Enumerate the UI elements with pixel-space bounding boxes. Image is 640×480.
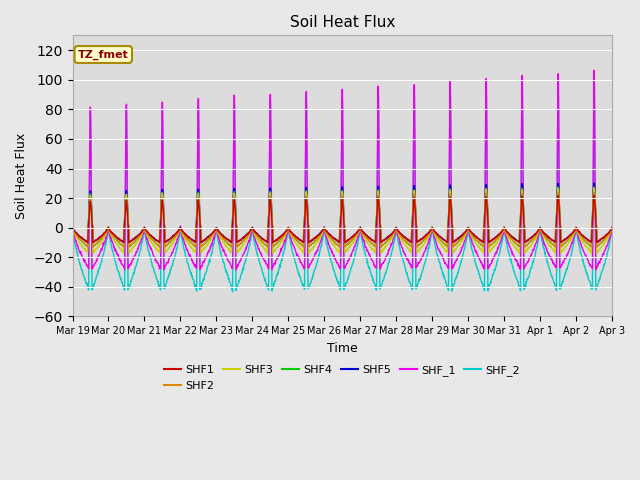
- SHF2: [189, 241, 196, 247]
- SHF5: [175, 227, 183, 232]
- SHF_1: [250, 229, 257, 235]
- SHF_2: [608, 226, 616, 232]
- SHF1: [84, 240, 92, 246]
- SHF5: [497, 230, 504, 236]
- SHF1: [176, 226, 184, 232]
- SHF1: [497, 229, 504, 235]
- SHF_2: [250, 232, 257, 238]
- SHF_1: [426, 234, 434, 240]
- SHF4: [554, 184, 562, 190]
- SHF_2: [175, 232, 183, 238]
- SHF4: [68, 225, 76, 230]
- SHF3: [189, 247, 196, 252]
- Line: SHF_2: SHF_2: [72, 82, 612, 292]
- SHF4: [189, 241, 196, 247]
- SHF2: [497, 231, 504, 237]
- SHF2: [545, 237, 552, 242]
- SHF_1: [497, 239, 504, 245]
- SHF3: [426, 231, 434, 237]
- SHF_1: [189, 259, 196, 264]
- SHF3: [608, 225, 616, 230]
- SHF2: [426, 229, 434, 235]
- SHF5: [377, 240, 385, 246]
- SHF2: [89, 245, 97, 251]
- SHF4: [175, 228, 183, 233]
- SHF5: [249, 226, 257, 231]
- SHF2: [250, 227, 257, 233]
- SHF4: [497, 231, 504, 237]
- SHF_1: [68, 225, 76, 230]
- SHF4: [228, 244, 236, 250]
- Legend: SHF1, SHF2, SHF3, SHF4, SHF5, SHF_1, SHF_2: SHF1, SHF2, SHF3, SHF4, SHF5, SHF_1, SHF…: [160, 361, 525, 395]
- SHF5: [189, 237, 196, 242]
- SHF1: [545, 233, 552, 239]
- SHF5: [545, 234, 552, 240]
- X-axis label: Time: Time: [327, 342, 358, 355]
- Line: SHF2: SHF2: [72, 192, 612, 248]
- SHF_1: [175, 228, 183, 234]
- SHF1: [426, 228, 434, 234]
- SHF1: [591, 192, 598, 198]
- Line: SHF3: SHF3: [72, 188, 612, 253]
- SHF4: [250, 227, 257, 233]
- SHF_1: [232, 267, 240, 273]
- SHF_2: [68, 226, 76, 231]
- SHF4: [545, 237, 552, 242]
- SHF5: [591, 180, 598, 186]
- SHF4: [608, 225, 616, 231]
- SHF_1: [545, 250, 552, 256]
- SHF_1: [590, 67, 598, 73]
- SHF1: [189, 238, 196, 243]
- Title: Soil Heat Flux: Soil Heat Flux: [289, 15, 395, 30]
- SHF5: [608, 225, 616, 231]
- Line: SHF1: SHF1: [72, 195, 612, 243]
- SHF1: [68, 224, 76, 230]
- Text: TZ_fmet: TZ_fmet: [78, 49, 129, 60]
- SHF5: [426, 228, 434, 234]
- SHF3: [545, 240, 552, 246]
- SHF3: [264, 251, 271, 256]
- SHF_2: [228, 289, 236, 295]
- Y-axis label: Soil Heat Flux: Soil Heat Flux: [15, 133, 28, 219]
- SHF3: [590, 185, 598, 191]
- SHF_2: [497, 245, 504, 251]
- Line: SHF5: SHF5: [72, 183, 612, 243]
- SHF5: [68, 225, 76, 230]
- SHF3: [249, 227, 257, 232]
- SHF3: [175, 228, 183, 233]
- SHF_1: [608, 225, 616, 230]
- SHF2: [68, 225, 76, 230]
- SHF3: [497, 234, 504, 240]
- SHF1: [250, 227, 257, 233]
- Line: SHF_1: SHF_1: [72, 70, 612, 270]
- SHF_2: [591, 79, 598, 85]
- SHF1: [608, 225, 616, 230]
- SHF_2: [545, 263, 552, 268]
- Line: SHF4: SHF4: [72, 187, 612, 247]
- SHF4: [426, 229, 434, 235]
- SHF2: [590, 190, 598, 195]
- SHF2: [608, 225, 616, 230]
- SHF3: [68, 225, 76, 231]
- SHF_2: [426, 238, 434, 244]
- SHF_2: [189, 276, 196, 282]
- SHF2: [176, 226, 184, 232]
